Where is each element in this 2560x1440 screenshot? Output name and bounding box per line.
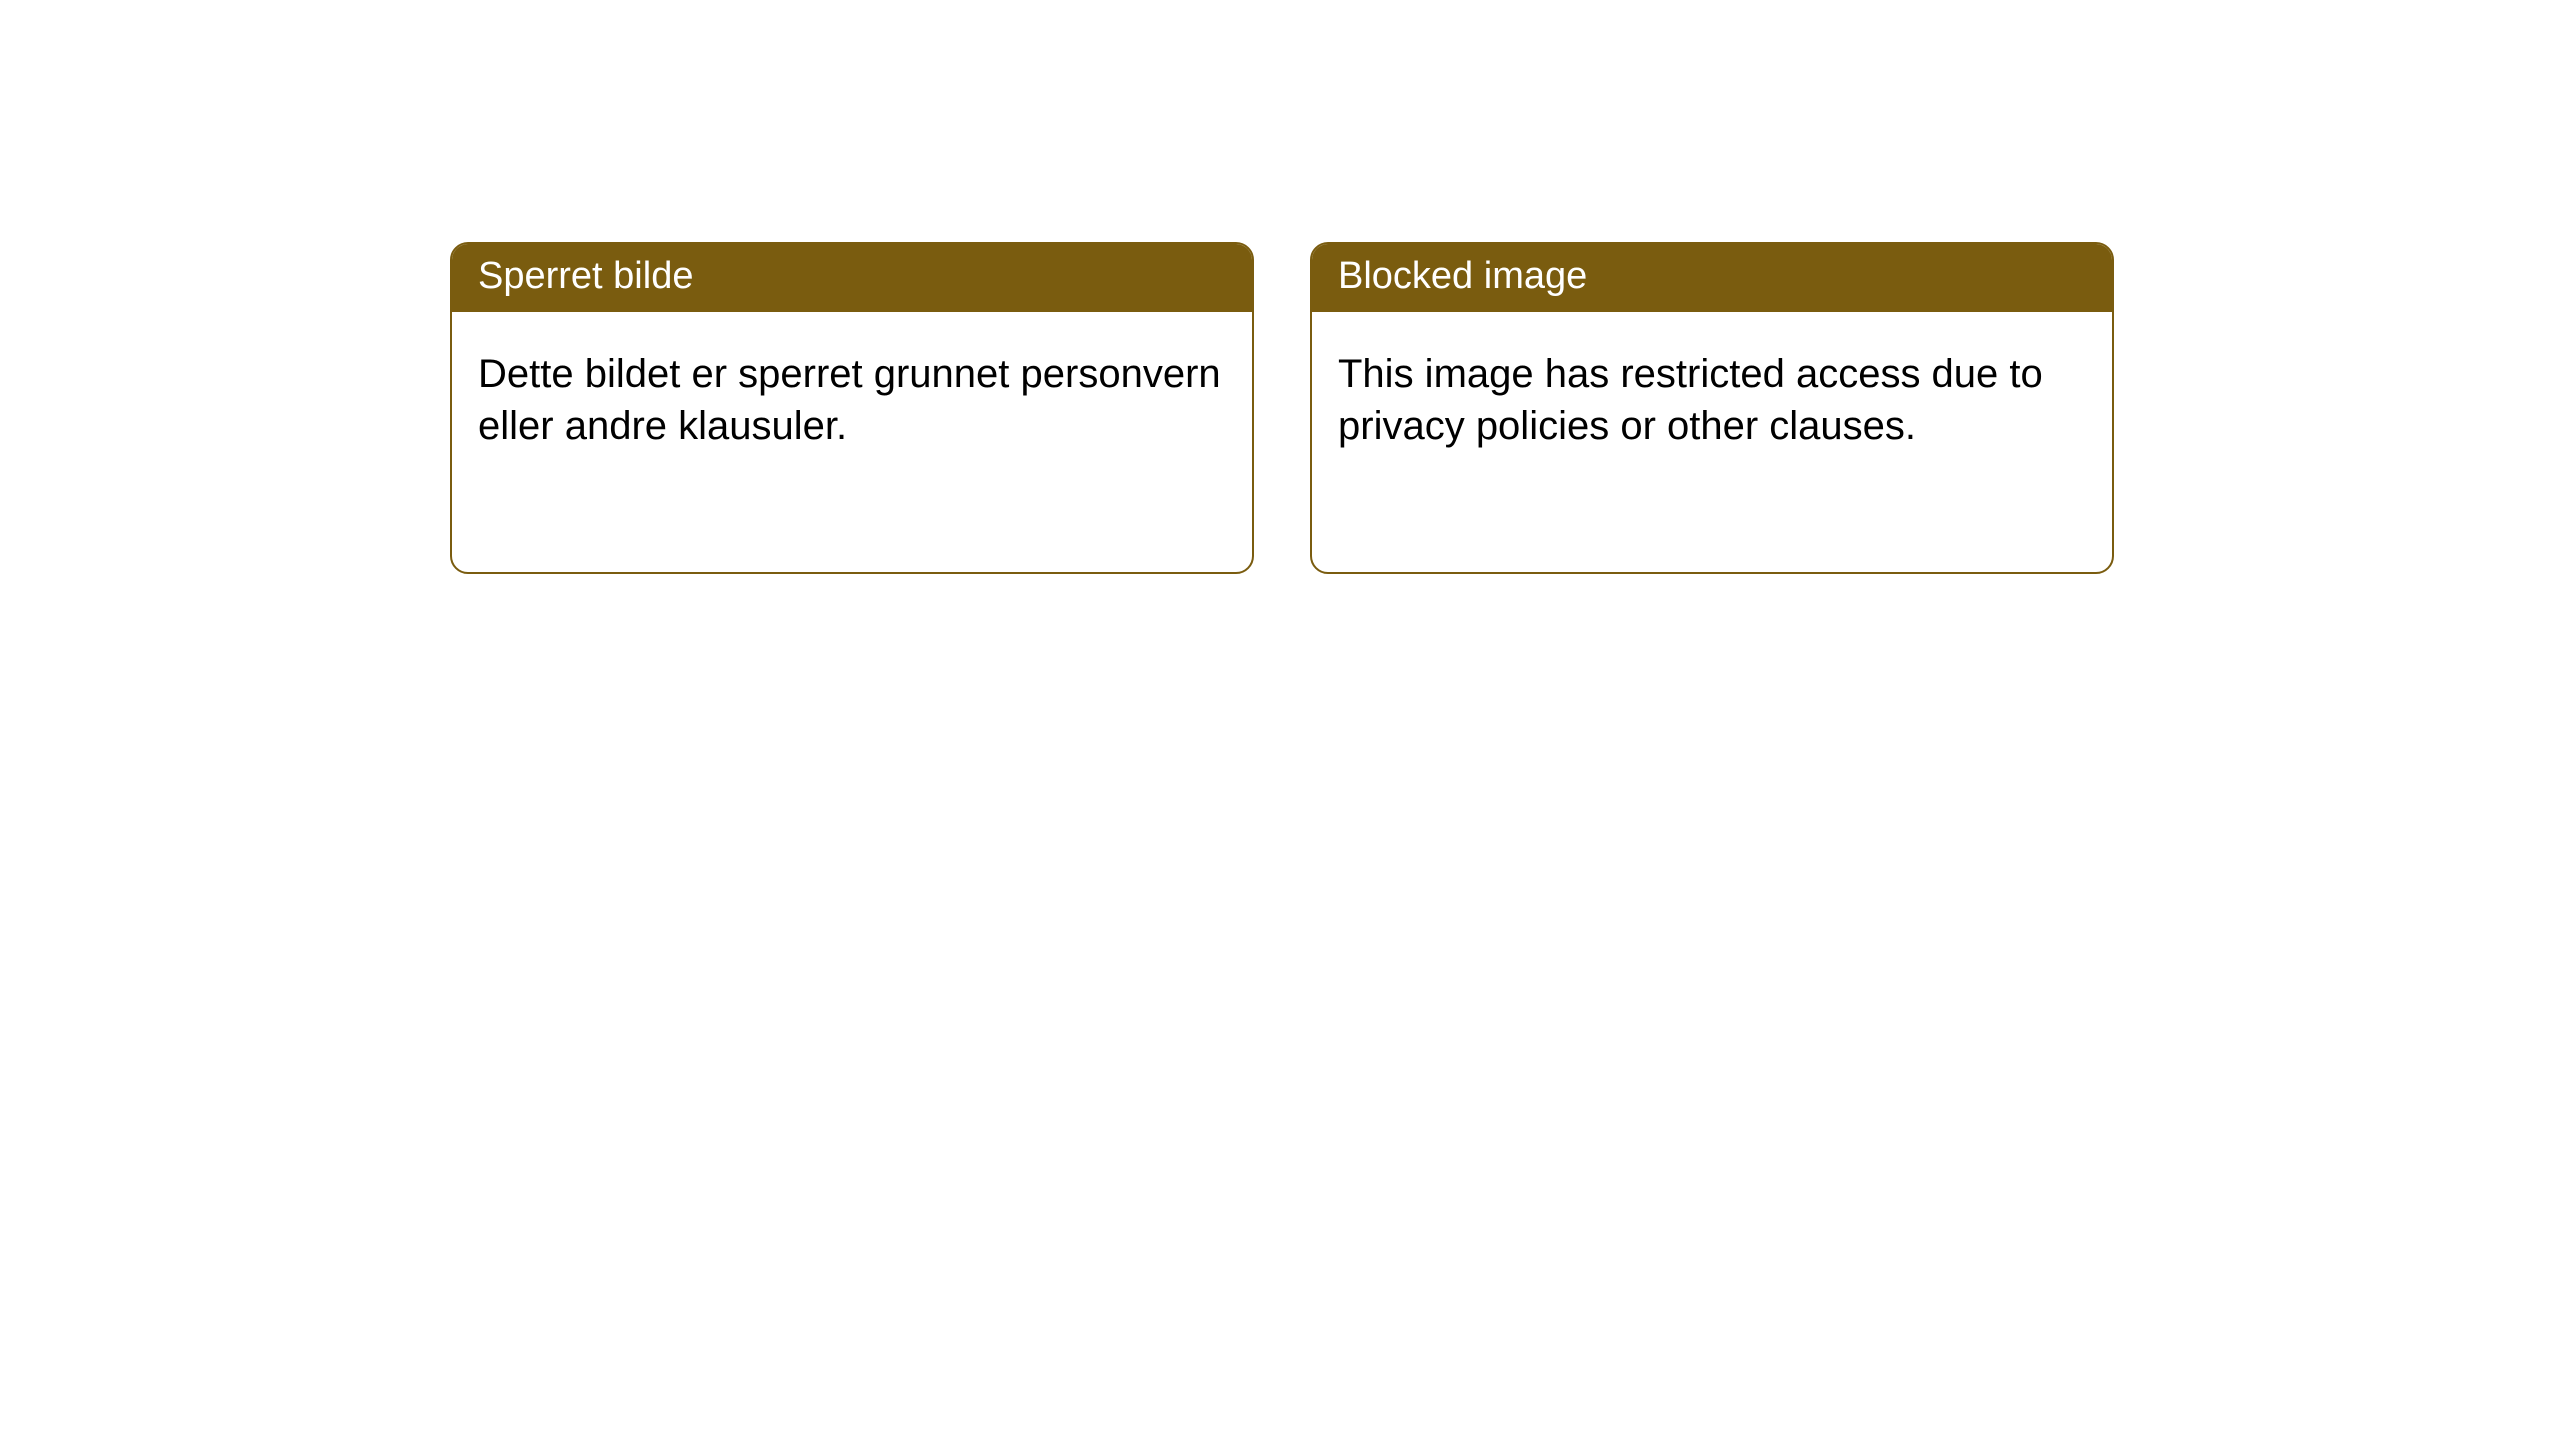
notice-card-header: Sperret bilde	[452, 244, 1252, 312]
notice-card-body-text: Dette bildet er sperret grunnet personve…	[478, 352, 1221, 448]
notice-card-title: Blocked image	[1338, 255, 1587, 297]
notice-card-body: Dette bildet er sperret grunnet personve…	[452, 312, 1252, 478]
notice-card-no: Sperret bilde Dette bildet er sperret gr…	[450, 242, 1254, 574]
notice-card-body-text: This image has restricted access due to …	[1338, 352, 2043, 448]
notice-cards-container: Sperret bilde Dette bildet er sperret gr…	[450, 242, 2560, 574]
notice-card-title: Sperret bilde	[478, 255, 693, 297]
notice-card-header: Blocked image	[1312, 244, 2112, 312]
notice-card-en: Blocked image This image has restricted …	[1310, 242, 2114, 574]
notice-card-body: This image has restricted access due to …	[1312, 312, 2112, 478]
